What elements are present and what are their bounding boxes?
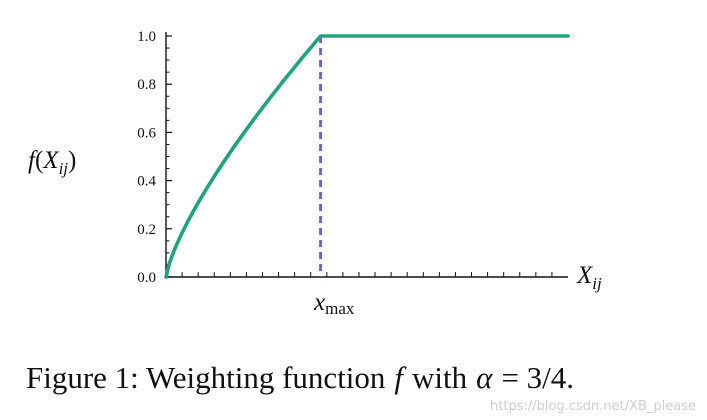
x-label-x: X	[576, 262, 594, 289]
x-max-label-x: x	[313, 289, 325, 316]
y-label-x: X	[42, 147, 60, 174]
y-tick-label: 1.0	[137, 29, 156, 45]
y-tick-group	[166, 35, 172, 278]
y-label-open-paren: (	[35, 147, 43, 174]
axes	[165, 32, 568, 278]
y-axis-label: f(Xij)	[28, 147, 76, 178]
weighting-function-curve	[164, 34, 570, 279]
caption-prefix: Figure 1: Weighting function	[26, 360, 386, 395]
x-axis-label: Xij	[576, 262, 602, 293]
watermark-text: https://blog.csdn.net/XB_please	[490, 399, 696, 414]
x-max-label-subscript: max	[325, 299, 355, 318]
x-tick-group	[181, 272, 553, 277]
caption-suffix: = 3/4.	[501, 360, 574, 395]
y-tick-label: 0.6	[137, 125, 156, 141]
y-tick-label: 0.0	[137, 270, 156, 286]
x-max-label: xmax	[313, 289, 355, 318]
y-tick-label: 0.8	[137, 77, 156, 93]
y-label-close-paren: )	[68, 147, 76, 174]
y-tick-label: 0.2	[137, 222, 156, 238]
y-label-subscript: ij	[59, 159, 69, 178]
x-label-subscript: ij	[592, 274, 602, 293]
figure-caption: Figure 1: Weighting function f with α = 3/4.	[26, 360, 574, 395]
y-label-f: f	[28, 147, 38, 174]
y-tick-label: 0.4	[137, 174, 156, 190]
caption-var-f: f	[394, 360, 407, 395]
caption-middle: with	[412, 360, 468, 395]
y-tick-label-group: 0.0 0.2 0.4 0.6 0.8 1.0	[137, 29, 156, 286]
caption-alpha: α	[476, 360, 493, 395]
